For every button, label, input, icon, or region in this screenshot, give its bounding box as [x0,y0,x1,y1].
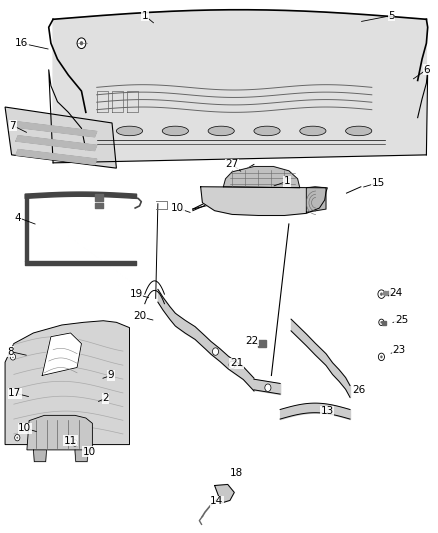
Text: 5: 5 [388,11,395,21]
Text: 6: 6 [423,65,430,75]
Text: 8: 8 [7,346,14,357]
Circle shape [72,440,78,446]
Circle shape [378,290,385,298]
Text: 23: 23 [392,345,406,356]
Text: 18: 18 [230,468,243,478]
Text: 22: 22 [245,336,258,346]
Text: 27: 27 [226,159,239,169]
Text: 10: 10 [171,203,184,213]
Polygon shape [42,333,81,375]
Text: 1: 1 [283,176,290,187]
Text: 17: 17 [8,388,21,398]
Text: 20: 20 [133,311,146,321]
Ellipse shape [346,126,372,136]
Ellipse shape [300,126,326,136]
Polygon shape [53,10,426,163]
Text: 16: 16 [15,38,28,48]
Circle shape [380,321,382,324]
Text: 25: 25 [395,314,408,325]
Polygon shape [16,136,97,151]
Polygon shape [215,484,234,503]
Text: 15: 15 [372,177,385,188]
Text: 4: 4 [15,213,21,223]
Circle shape [77,38,86,49]
Circle shape [265,384,271,391]
Text: 9: 9 [107,370,114,381]
Text: 21: 21 [230,358,243,368]
Circle shape [16,437,18,439]
Polygon shape [223,166,300,188]
Text: 1: 1 [141,11,148,21]
Circle shape [379,319,384,326]
Circle shape [380,293,383,296]
Circle shape [212,348,219,356]
Text: 7: 7 [10,120,16,131]
Text: 10: 10 [82,447,95,456]
Circle shape [74,442,76,444]
Ellipse shape [162,126,188,136]
Circle shape [380,356,383,358]
Ellipse shape [254,126,280,136]
Text: 19: 19 [129,289,143,299]
Circle shape [14,434,20,441]
Circle shape [378,353,385,361]
Circle shape [80,41,83,45]
Polygon shape [5,107,117,168]
Polygon shape [27,415,92,450]
Circle shape [11,354,15,360]
Polygon shape [258,341,266,348]
Text: 26: 26 [352,385,365,395]
Text: 13: 13 [321,406,334,416]
Text: 2: 2 [102,393,109,403]
Polygon shape [16,150,97,165]
Circle shape [12,356,14,358]
Polygon shape [306,187,326,212]
Polygon shape [5,321,130,445]
Text: 10: 10 [18,423,31,433]
Polygon shape [201,187,327,215]
Polygon shape [33,450,46,462]
Text: 14: 14 [210,496,223,506]
Text: 11: 11 [64,436,77,446]
Ellipse shape [117,126,143,136]
Ellipse shape [208,126,234,136]
Polygon shape [16,122,97,137]
Polygon shape [75,450,88,462]
Circle shape [229,361,235,368]
Text: 24: 24 [389,288,403,298]
